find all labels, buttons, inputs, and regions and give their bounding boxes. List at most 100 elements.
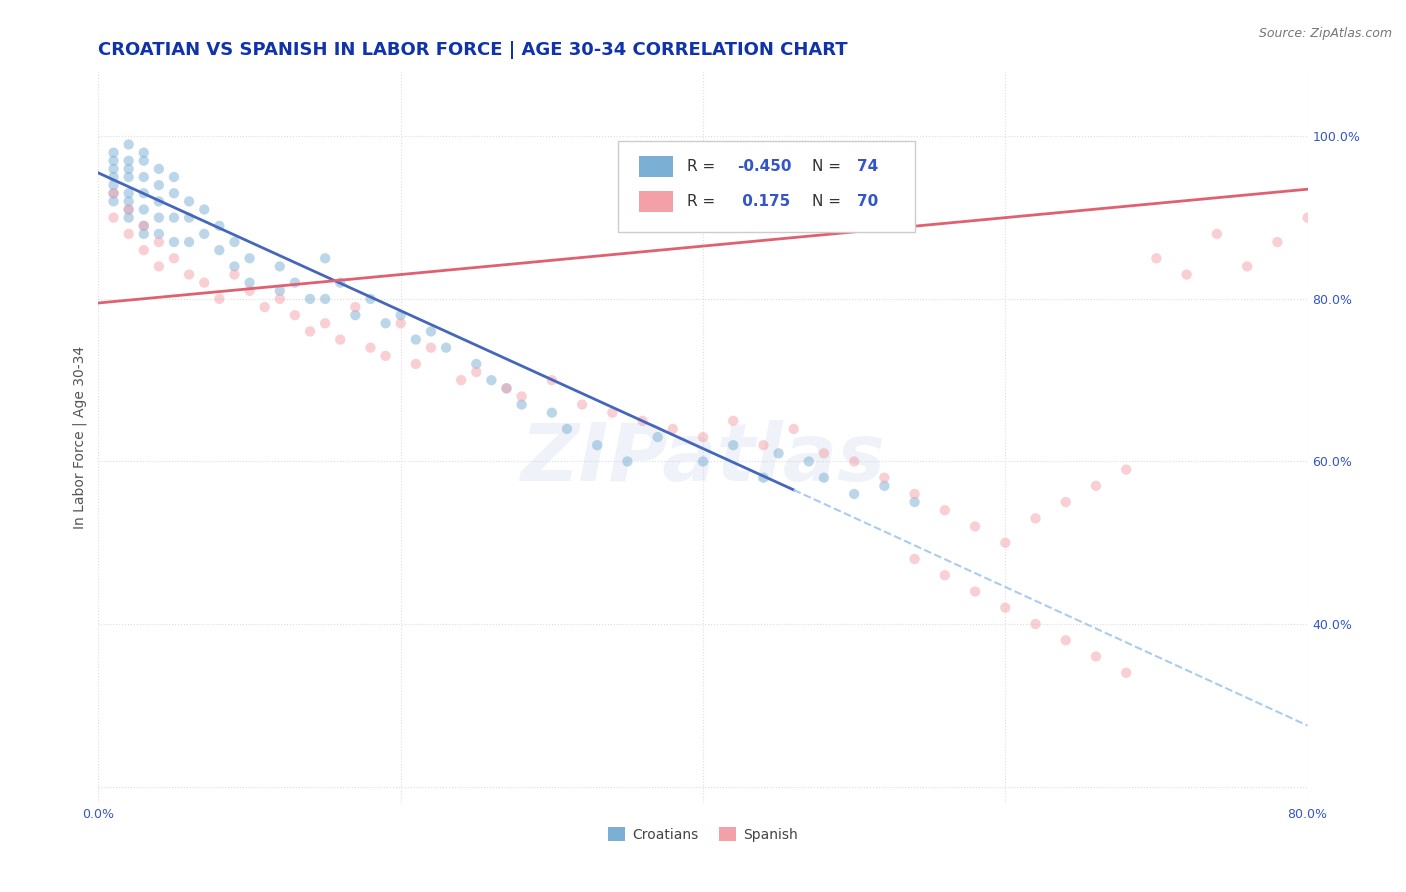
Point [904,552,927,566]
Text: ZIPatlas: ZIPatlas [520,420,886,498]
Point [148,235,170,249]
Point [797,454,820,468]
Point [299,325,322,339]
Point [103,186,125,201]
Point [844,454,866,468]
Text: N =: N = [811,194,845,209]
Point [904,495,927,509]
Point [752,438,775,452]
Legend: Croatians, Spanish: Croatians, Spanish [603,822,803,847]
Point [1236,260,1258,274]
Point [389,308,412,322]
Point [269,284,291,298]
Point [118,202,141,217]
Text: -0.450: -0.450 [737,159,792,174]
Point [208,292,231,306]
Point [224,268,246,282]
Point [132,202,155,217]
Point [208,243,231,257]
Text: Source: ZipAtlas.com: Source: ZipAtlas.com [1258,27,1392,40]
Point [420,325,443,339]
Point [374,349,396,363]
Point [360,292,382,306]
Point [314,316,336,330]
Point [179,211,201,225]
Point [692,430,714,444]
Point [314,292,336,306]
Point [132,219,155,233]
Point [103,161,125,176]
Point [540,406,562,420]
Point [239,252,262,266]
Point [344,300,367,314]
Point [1327,227,1350,241]
Point [148,260,170,274]
Point [148,211,170,225]
Point [934,568,956,582]
Point [132,227,155,241]
Point [420,341,443,355]
Point [163,169,186,184]
Point [103,194,125,209]
Point [163,235,186,249]
Point [434,341,457,355]
Point [661,422,683,436]
Point [405,333,427,347]
Point [1024,617,1046,632]
Point [465,357,488,371]
Point [768,446,790,460]
Point [329,333,352,347]
Point [193,202,215,217]
Point [344,308,367,322]
Point [374,316,396,330]
Point [103,186,125,201]
Point [1024,511,1046,525]
Point [1267,235,1289,249]
Point [103,153,125,168]
Point [631,414,654,428]
Y-axis label: In Labor Force | Age 30-34: In Labor Force | Age 30-34 [73,345,87,529]
Point [118,153,141,168]
Point [813,471,835,485]
Point [148,178,170,193]
Point [965,584,987,599]
Point [179,268,201,282]
Point [253,300,276,314]
Point [1115,462,1137,476]
Point [118,169,141,184]
Point [844,487,866,501]
Point [389,316,412,330]
Point [752,471,775,485]
Text: 74: 74 [856,159,877,174]
Point [555,422,578,436]
Point [616,454,638,468]
Point [284,276,307,290]
Point [934,503,956,517]
Point [783,422,806,436]
Point [1144,252,1167,266]
Point [118,137,141,152]
Point [723,438,745,452]
Point [193,227,215,241]
Point [269,260,291,274]
FancyBboxPatch shape [619,141,915,232]
Point [118,211,141,225]
Point [602,406,624,420]
Point [163,211,186,225]
Point [163,252,186,266]
Text: N =: N = [811,159,845,174]
Point [132,219,155,233]
Point [284,308,307,322]
Point [360,341,382,355]
Point [647,430,669,444]
Point [510,398,533,412]
FancyBboxPatch shape [638,156,673,177]
FancyBboxPatch shape [638,191,673,211]
Point [1115,665,1137,680]
Point [148,194,170,209]
Point [510,389,533,403]
Point [132,186,155,201]
Point [994,600,1017,615]
Point [132,243,155,257]
Point [179,194,201,209]
